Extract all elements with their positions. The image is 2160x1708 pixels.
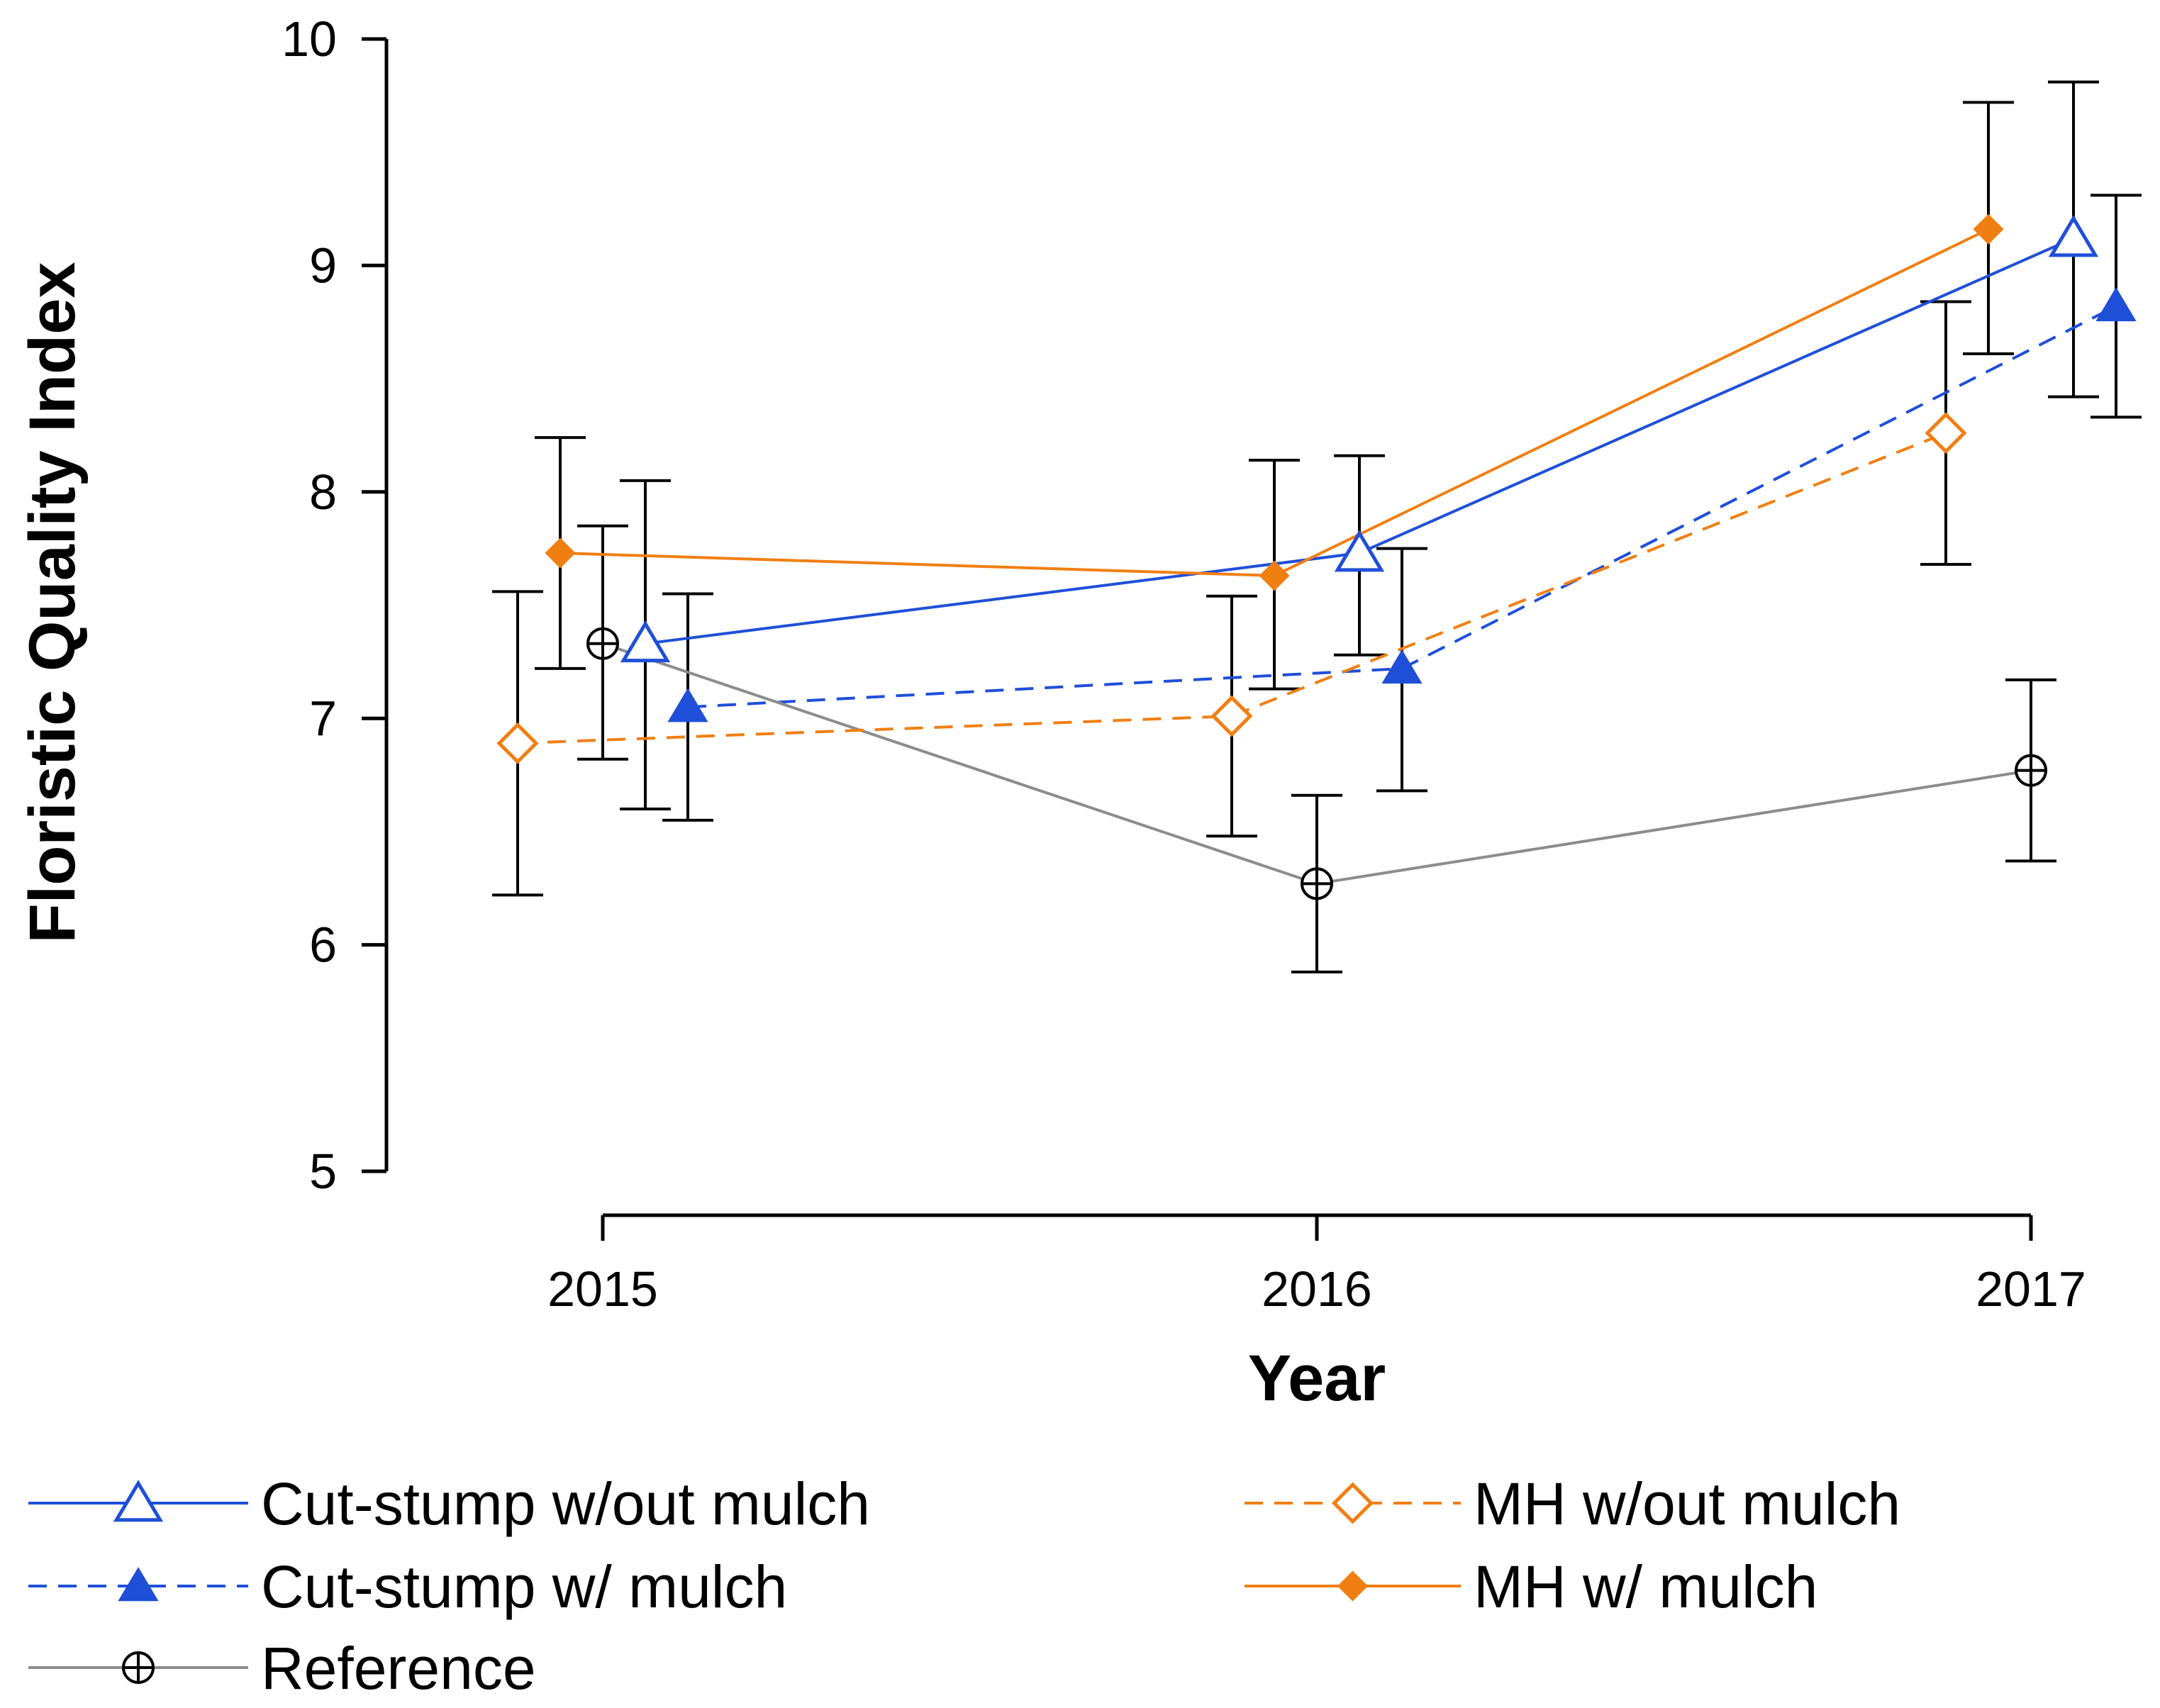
series-line xyxy=(517,431,1947,745)
marker-triangle xyxy=(1334,530,1385,572)
marker-circle-plus xyxy=(1301,867,1333,900)
marker-triangle xyxy=(118,1567,159,1602)
y-ticks: 5 6 7 8 9 10 xyxy=(282,11,386,1199)
axes: 5 6 7 8 9 10 2015 2016 2017 Floristic Quality I… xyxy=(16,11,2086,1414)
marker-circle-plus xyxy=(586,627,619,660)
y-tick-label: 6 xyxy=(309,917,337,973)
marker-diamond xyxy=(1337,1570,1369,1602)
marker-diamond xyxy=(1973,213,2004,245)
x-tick-label: 2016 xyxy=(1262,1261,1372,1317)
legend: Cut-stump w/out mulch Cut-stump w/ mulch R… xyxy=(28,1470,1900,1702)
legend-item: Reference xyxy=(28,1635,536,1702)
marker-circle-plus xyxy=(122,1651,155,1684)
legend-label: MH w/out mulch xyxy=(1474,1470,1900,1537)
y-tick-label: 8 xyxy=(309,464,337,520)
y-tick-label: 9 xyxy=(309,238,337,293)
marker-diamond xyxy=(1259,560,1290,591)
marker-triangle xyxy=(620,620,671,663)
marker-circle-plus xyxy=(2015,754,2047,787)
legend-label: Cut-stump w/out mulch xyxy=(261,1470,870,1537)
y-tick-label: 7 xyxy=(309,691,337,746)
marker-triangle xyxy=(113,1480,164,1522)
legend-item: Cut-stump w/out mulch xyxy=(28,1470,870,1537)
y-tick-label: 5 xyxy=(309,1144,337,1199)
marker-triangle xyxy=(667,688,708,722)
x-ticks: 2015 2016 2017 xyxy=(547,1215,2086,1317)
y-tick-label: 10 xyxy=(282,11,337,67)
legend-item: Cut-stump w/ mulch xyxy=(28,1553,787,1620)
legend-item: MH w/out mulch xyxy=(1245,1470,1900,1537)
marker-triangle xyxy=(1381,649,1423,684)
marker-diamond xyxy=(1331,1482,1374,1524)
x-tick-label: 2015 xyxy=(547,1261,658,1317)
series-lines xyxy=(517,228,2117,886)
legend-label: MH w/ mulch xyxy=(1474,1553,1817,1620)
legend-label: Reference xyxy=(261,1635,536,1702)
legend-label: Cut-stump w/ mulch xyxy=(261,1553,787,1620)
marker-diamond xyxy=(496,722,539,764)
error-bars xyxy=(492,80,2142,973)
legend-item: MH w/ mulch xyxy=(1245,1553,1817,1620)
marker-triangle xyxy=(2095,287,2137,322)
x-axis-title: Year xyxy=(1248,1342,1386,1414)
marker-triangle xyxy=(2048,215,2099,257)
x-tick-label: 2017 xyxy=(1976,1261,2086,1317)
y-axis-title: Floristic Quality Index xyxy=(16,262,89,943)
series-markers xyxy=(496,213,2137,900)
marker-diamond xyxy=(1925,412,1967,454)
marker-diamond xyxy=(1210,695,1253,737)
marker-diamond xyxy=(545,537,576,569)
